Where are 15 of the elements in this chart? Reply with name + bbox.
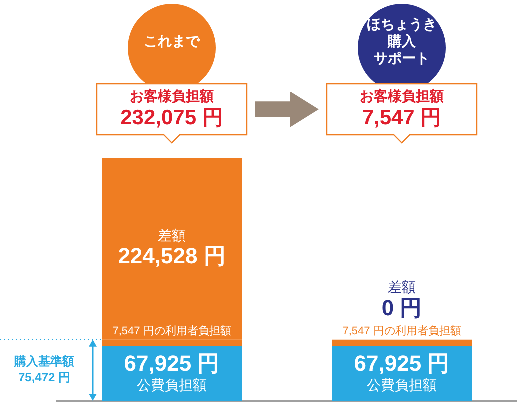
x-tick-label: これまで	[144, 32, 201, 49]
text: 公費負担額	[367, 376, 437, 393]
x-tick-label: ほちょうき購入サポート	[367, 16, 437, 66]
text: 差額	[388, 279, 416, 296]
ref-line-label: 購入基準額 75,472 円	[14, 354, 74, 385]
data-label: 7,547 円の利用者負担額	[112, 324, 232, 338]
data-label: 67,925 円	[124, 351, 220, 376]
data-label: 7,547 円の利用者負担額	[342, 324, 462, 338]
text: お客様負担額 7,547 円	[360, 88, 444, 130]
data-label: 0 円	[382, 295, 422, 320]
data-label: 224,528 円	[118, 243, 226, 268]
series-label: 公費負担額	[137, 376, 207, 393]
text: お客様負担額 232,075 円	[120, 88, 224, 130]
data-label: 67,925 円	[354, 351, 450, 376]
series-label: 差額	[158, 227, 186, 244]
